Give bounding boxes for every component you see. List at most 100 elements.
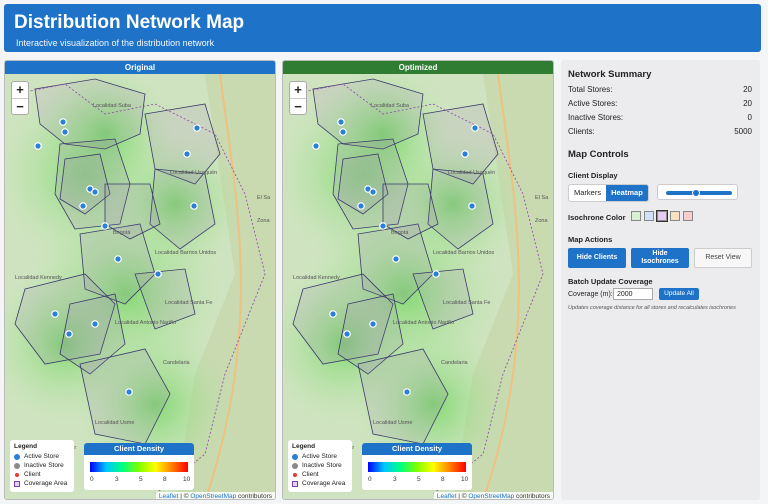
active-store-marker (337, 118, 345, 126)
isochrone-polygon (382, 183, 439, 240)
isochrone-swatch[interactable] (656, 210, 668, 222)
active-store-marker (369, 188, 377, 196)
isochrone-swatch[interactable] (683, 211, 693, 221)
summary-value: 20 (743, 85, 752, 94)
density-tick: 0 (368, 476, 372, 483)
summary-row-total: Total Stores: 20 (568, 85, 752, 94)
density-title: Client Density (84, 443, 194, 455)
app-header: Distribution Network Map Interactive vis… (4, 4, 761, 52)
button-label: Hide Clients (576, 254, 618, 261)
place-label: Bogotá (113, 230, 131, 236)
active-store-marker (183, 150, 191, 158)
client-icon (15, 472, 19, 477)
coverage-area-icon (14, 480, 20, 487)
legend-label: Inactive Store (302, 462, 342, 469)
batch-title: Batch Update Coverage (568, 277, 653, 286)
isochrone-swatch[interactable] (670, 211, 680, 221)
reset-view-button[interactable]: Reset View (694, 248, 752, 268)
isochrone-polygon (357, 223, 434, 305)
active-store-marker (461, 150, 469, 158)
hide-isochrones-button[interactable]: Hide Isochrones (631, 248, 689, 268)
isochrone-polygon (337, 153, 389, 215)
attribution-text: contributors (238, 493, 272, 500)
density-tick: 3 (393, 476, 397, 483)
place-label: Zona (535, 218, 548, 224)
inactive-store-icon (292, 462, 298, 469)
page-subtitle: Interactive visualization of the distrib… (16, 38, 215, 48)
client-density-legend: Client Density 0 3 5 8 10 (362, 443, 472, 490)
client-icon (293, 472, 297, 477)
place-label: Localidad Kennedy (293, 275, 340, 281)
place-label: Localidad Usme (95, 420, 134, 426)
coverage-area-icon (292, 480, 298, 487)
density-title: Client Density (362, 443, 472, 455)
isochrone-swatch[interactable] (644, 211, 654, 221)
place-label: El Sa (257, 195, 271, 201)
isochrone-polygon (59, 293, 126, 375)
button-label: Isochrones (641, 258, 679, 265)
isochrone-polygon (337, 293, 404, 375)
osm-link[interactable]: OpenStreetMap (190, 493, 237, 500)
active-store-marker (193, 124, 201, 132)
zoom-in-button[interactable]: + (16, 82, 24, 97)
place-label: Localidad Santa Fe (165, 300, 212, 306)
control-panel: Network Summary Total Stores: 20 Active S… (561, 60, 760, 500)
heatmap-intensity-slider[interactable] (657, 184, 738, 200)
active-store-marker (65, 330, 73, 338)
legend-label: Client (302, 471, 319, 478)
zoom-in-button[interactable]: + (294, 82, 302, 97)
heatmap-blob (313, 74, 453, 204)
density-tick: 8 (441, 476, 445, 483)
density-tick: 5 (139, 476, 143, 483)
legend-label: Coverage Area (24, 480, 68, 487)
summary-value: 0 (747, 113, 752, 122)
active-store-marker (343, 330, 351, 338)
isochrone-polygon (292, 273, 394, 365)
original-map[interactable]: Localidad Suba Localidad Usaquén Bogotá Loc… (5, 74, 275, 500)
osm-link[interactable]: OpenStreetMap (468, 493, 515, 500)
hide-clients-button[interactable]: Hide Clients (568, 248, 626, 268)
client-display-toggle: Markers Heatmap (568, 184, 649, 202)
original-map-card: Original Localidad Suba Localidad Usaquén… (4, 60, 276, 500)
map-canvas: Localidad Suba Localidad Usaquén Bogotá Loc… (283, 74, 553, 499)
isochrone-polygon (412, 268, 474, 330)
legend-item-inactive: Inactive Store (14, 461, 70, 470)
leaflet-link[interactable]: Leaflet (158, 493, 179, 500)
summary-label: Total Stores: (568, 85, 613, 94)
leaflet-link[interactable]: Leaflet (436, 493, 457, 500)
zoom-control: + − (11, 81, 29, 115)
place-label: Localidad Usme (373, 420, 412, 426)
summary-value: 5000 (734, 127, 752, 136)
place-label: Localidad Suba (93, 103, 132, 109)
active-store-marker (312, 142, 320, 150)
controls-title: Map Controls (568, 149, 629, 160)
markers-button[interactable]: Markers (574, 188, 602, 197)
coverage-input[interactable]: 2000 (613, 288, 653, 300)
optimized-map[interactable]: Localidad Suba Localidad Usaquén Bogotá Loc… (283, 74, 553, 500)
place-label: Bogotá (391, 230, 409, 236)
place-label: Localidad Barrios Unidos (433, 250, 494, 256)
isochrone-color-label: Isochrone Color (568, 213, 626, 222)
slider-handle[interactable] (692, 189, 700, 197)
legend-title: Legend (292, 443, 316, 450)
active-store-marker (154, 270, 162, 278)
coverage-note: Updates coverage distance for all stores… (568, 305, 736, 311)
coverage-label: Coverage (m): (568, 291, 613, 298)
optimized-map-card: Optimized Localidad Suba Localidad Usaqué… (282, 60, 554, 500)
client-density-legend: Client Density 0 3 5 8 10 (84, 443, 194, 490)
zoom-out-button[interactable]: − (290, 98, 306, 114)
heatmap-button[interactable]: Heatmap (606, 185, 648, 201)
legend-item-coverage: Coverage Area (14, 479, 70, 488)
active-store-marker (468, 202, 476, 210)
active-store-marker (79, 202, 87, 210)
summary-row-clients: Clients: 5000 (568, 127, 752, 136)
active-store-icon (292, 453, 298, 460)
update-all-button[interactable]: Update All (659, 288, 699, 300)
place-label: El Sa (535, 195, 549, 201)
summary-value: 20 (743, 99, 752, 108)
isochrone-swatch[interactable] (631, 211, 641, 221)
active-store-marker (329, 310, 337, 318)
zoom-out-button[interactable]: − (12, 98, 28, 114)
page-title: Distribution Network Map (14, 12, 245, 33)
attribution-text: contributors (516, 493, 550, 500)
